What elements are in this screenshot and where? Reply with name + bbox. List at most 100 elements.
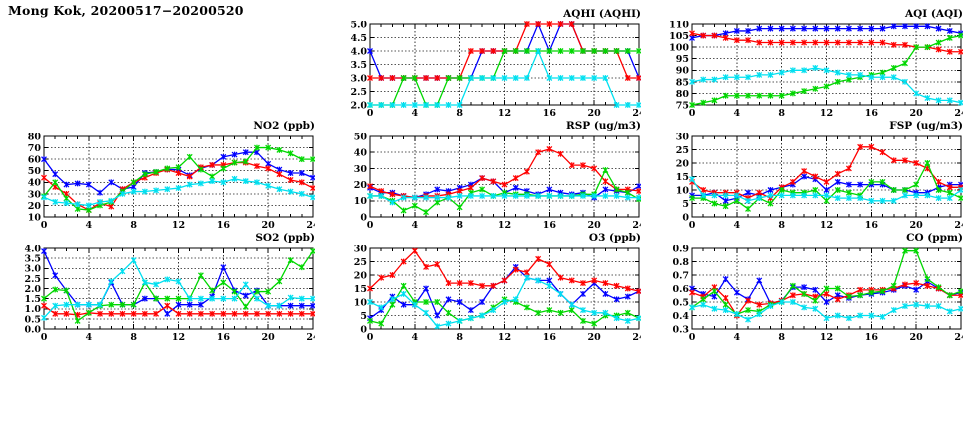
svg-text:20: 20 bbox=[262, 220, 276, 231]
svg-text:4: 4 bbox=[412, 332, 419, 343]
svg-text:16: 16 bbox=[865, 332, 879, 343]
svg-text:100: 100 bbox=[669, 43, 689, 54]
svg-text:2.0: 2.0 bbox=[350, 100, 367, 111]
svg-text:24: 24 bbox=[954, 108, 963, 119]
panel-title-o3: O3 (ppb) bbox=[588, 232, 641, 244]
svg-text:24: 24 bbox=[306, 220, 315, 231]
panel-title-rsp: RSP (ug/m3) bbox=[565, 120, 641, 132]
svg-text:0: 0 bbox=[682, 212, 689, 223]
svg-text:16: 16 bbox=[217, 332, 231, 343]
svg-text:30: 30 bbox=[354, 164, 368, 175]
svg-text:24: 24 bbox=[954, 332, 963, 343]
svg-text:0: 0 bbox=[689, 108, 696, 119]
svg-text:20: 20 bbox=[588, 108, 602, 119]
svg-text:25: 25 bbox=[676, 145, 689, 156]
svg-text:3.0: 3.0 bbox=[350, 73, 367, 84]
svg-text:40: 40 bbox=[28, 178, 42, 189]
svg-text:3.5: 3.5 bbox=[350, 60, 367, 71]
svg-text:4.0: 4.0 bbox=[24, 245, 41, 254]
svg-text:3.0: 3.0 bbox=[24, 264, 41, 275]
svg-text:15: 15 bbox=[676, 172, 689, 183]
svg-text:16: 16 bbox=[543, 220, 557, 231]
svg-text:8: 8 bbox=[778, 220, 785, 231]
svg-text:20: 20 bbox=[354, 180, 368, 191]
svg-text:20: 20 bbox=[910, 220, 924, 231]
svg-text:12: 12 bbox=[172, 332, 185, 343]
svg-text:10: 10 bbox=[28, 212, 42, 223]
svg-text:2.0: 2.0 bbox=[24, 284, 41, 295]
svg-text:10: 10 bbox=[354, 297, 368, 308]
panel-title-no2: NO2 (ppb) bbox=[253, 120, 315, 132]
panel-title-co: CO (ppm) bbox=[906, 232, 963, 244]
svg-text:8: 8 bbox=[456, 108, 463, 119]
plot-fsp: 05101520253004812162024 bbox=[676, 133, 963, 231]
svg-text:24: 24 bbox=[632, 220, 641, 231]
svg-text:75: 75 bbox=[676, 100, 689, 111]
svg-text:12: 12 bbox=[498, 332, 511, 343]
panel-co: CO (ppm) 0.3 0.4 0.5 0.6 0.7 0.8 0.9 0 4 8 12 16 20 2… bbox=[665, 232, 963, 344]
svg-text:24: 24 bbox=[954, 220, 963, 231]
svg-text:0: 0 bbox=[367, 332, 374, 343]
svg-text:0: 0 bbox=[367, 220, 374, 231]
svg-text:4: 4 bbox=[734, 332, 741, 343]
panel-rsp: RSP (ug/m3) 0 10 20 30 40 50 0 4 8 12 16 20 24 bbox=[343, 120, 641, 232]
panel-title-aqi: AQI (AQI) bbox=[904, 8, 963, 20]
svg-text:4: 4 bbox=[734, 220, 741, 231]
svg-text:0: 0 bbox=[689, 220, 696, 231]
svg-text:0: 0 bbox=[367, 108, 374, 119]
svg-text:8: 8 bbox=[778, 108, 785, 119]
svg-text:25: 25 bbox=[354, 257, 367, 268]
svg-text:4.5: 4.5 bbox=[350, 33, 367, 44]
panel-so2: SO2 (ppb) 0.0 0.5 1.0 1.5 2.0 2.5 3.0 3.5 4.0 0 4 8… bbox=[17, 232, 315, 344]
svg-text:95: 95 bbox=[676, 54, 689, 65]
svg-text:20: 20 bbox=[354, 270, 368, 281]
svg-text:12: 12 bbox=[498, 220, 511, 231]
svg-text:2.5: 2.5 bbox=[350, 87, 367, 98]
svg-text:3.5: 3.5 bbox=[24, 254, 41, 265]
svg-text:12: 12 bbox=[498, 108, 511, 119]
svg-text:10: 10 bbox=[354, 196, 368, 207]
svg-text:0: 0 bbox=[41, 332, 48, 343]
svg-text:110: 110 bbox=[669, 21, 689, 30]
svg-text:105: 105 bbox=[669, 31, 689, 42]
svg-text:20: 20 bbox=[910, 108, 924, 119]
svg-text:4: 4 bbox=[86, 220, 93, 231]
svg-text:24: 24 bbox=[306, 332, 315, 343]
svg-text:16: 16 bbox=[543, 332, 557, 343]
svg-text:8: 8 bbox=[130, 332, 137, 343]
svg-text:16: 16 bbox=[865, 220, 879, 231]
svg-text:5: 5 bbox=[360, 311, 367, 322]
svg-text:0: 0 bbox=[360, 324, 367, 335]
plot-co: 0.3 0.4 0.5 0.6 0.7 0.8 0.9 0 4 8 12 16 20 24 bbox=[672, 245, 963, 343]
panel-o3: O3 (ppb) 05101520253004812162024 bbox=[343, 232, 641, 344]
svg-text:16: 16 bbox=[543, 108, 557, 119]
svg-text:50: 50 bbox=[354, 133, 368, 142]
svg-text:0.3: 0.3 bbox=[672, 324, 689, 335]
svg-text:0: 0 bbox=[689, 332, 696, 343]
svg-text:20: 20 bbox=[588, 332, 602, 343]
svg-text:4: 4 bbox=[734, 108, 741, 119]
svg-text:0.7: 0.7 bbox=[672, 270, 689, 281]
panel-aqhi: AQHI (AQHI) 2.0 2.5 3.0 3.5 4.0 4.5 5.0 0 4 8 12 16… bbox=[343, 8, 641, 120]
svg-text:8: 8 bbox=[456, 332, 463, 343]
svg-text:16: 16 bbox=[865, 108, 879, 119]
svg-text:8: 8 bbox=[778, 332, 785, 343]
svg-text:80: 80 bbox=[676, 89, 690, 100]
panel-fsp: FSP (ug/m3) 05101520253004812162024 bbox=[665, 120, 963, 232]
plot-so2: 0.00.51.01.52.02.53.03.54.0 0 4 8 12 16 20 24 bbox=[24, 245, 315, 343]
svg-text:0.4: 0.4 bbox=[672, 311, 689, 322]
plot-rsp: 0 10 20 30 40 50 0 4 8 12 16 20 24 bbox=[354, 133, 641, 231]
panel-title-fsp: FSP (ug/m3) bbox=[889, 120, 963, 132]
svg-text:4.0: 4.0 bbox=[350, 46, 367, 57]
panel-no2: NO2 (ppb) 102030405060708004812162024 bbox=[17, 120, 315, 232]
svg-text:8: 8 bbox=[456, 220, 463, 231]
svg-text:40: 40 bbox=[354, 148, 368, 159]
svg-text:20: 20 bbox=[676, 158, 690, 169]
svg-text:0.5: 0.5 bbox=[672, 297, 689, 308]
svg-text:4: 4 bbox=[86, 332, 93, 343]
svg-text:30: 30 bbox=[28, 189, 42, 200]
svg-text:0.8: 0.8 bbox=[672, 257, 689, 268]
svg-text:50: 50 bbox=[28, 166, 42, 177]
